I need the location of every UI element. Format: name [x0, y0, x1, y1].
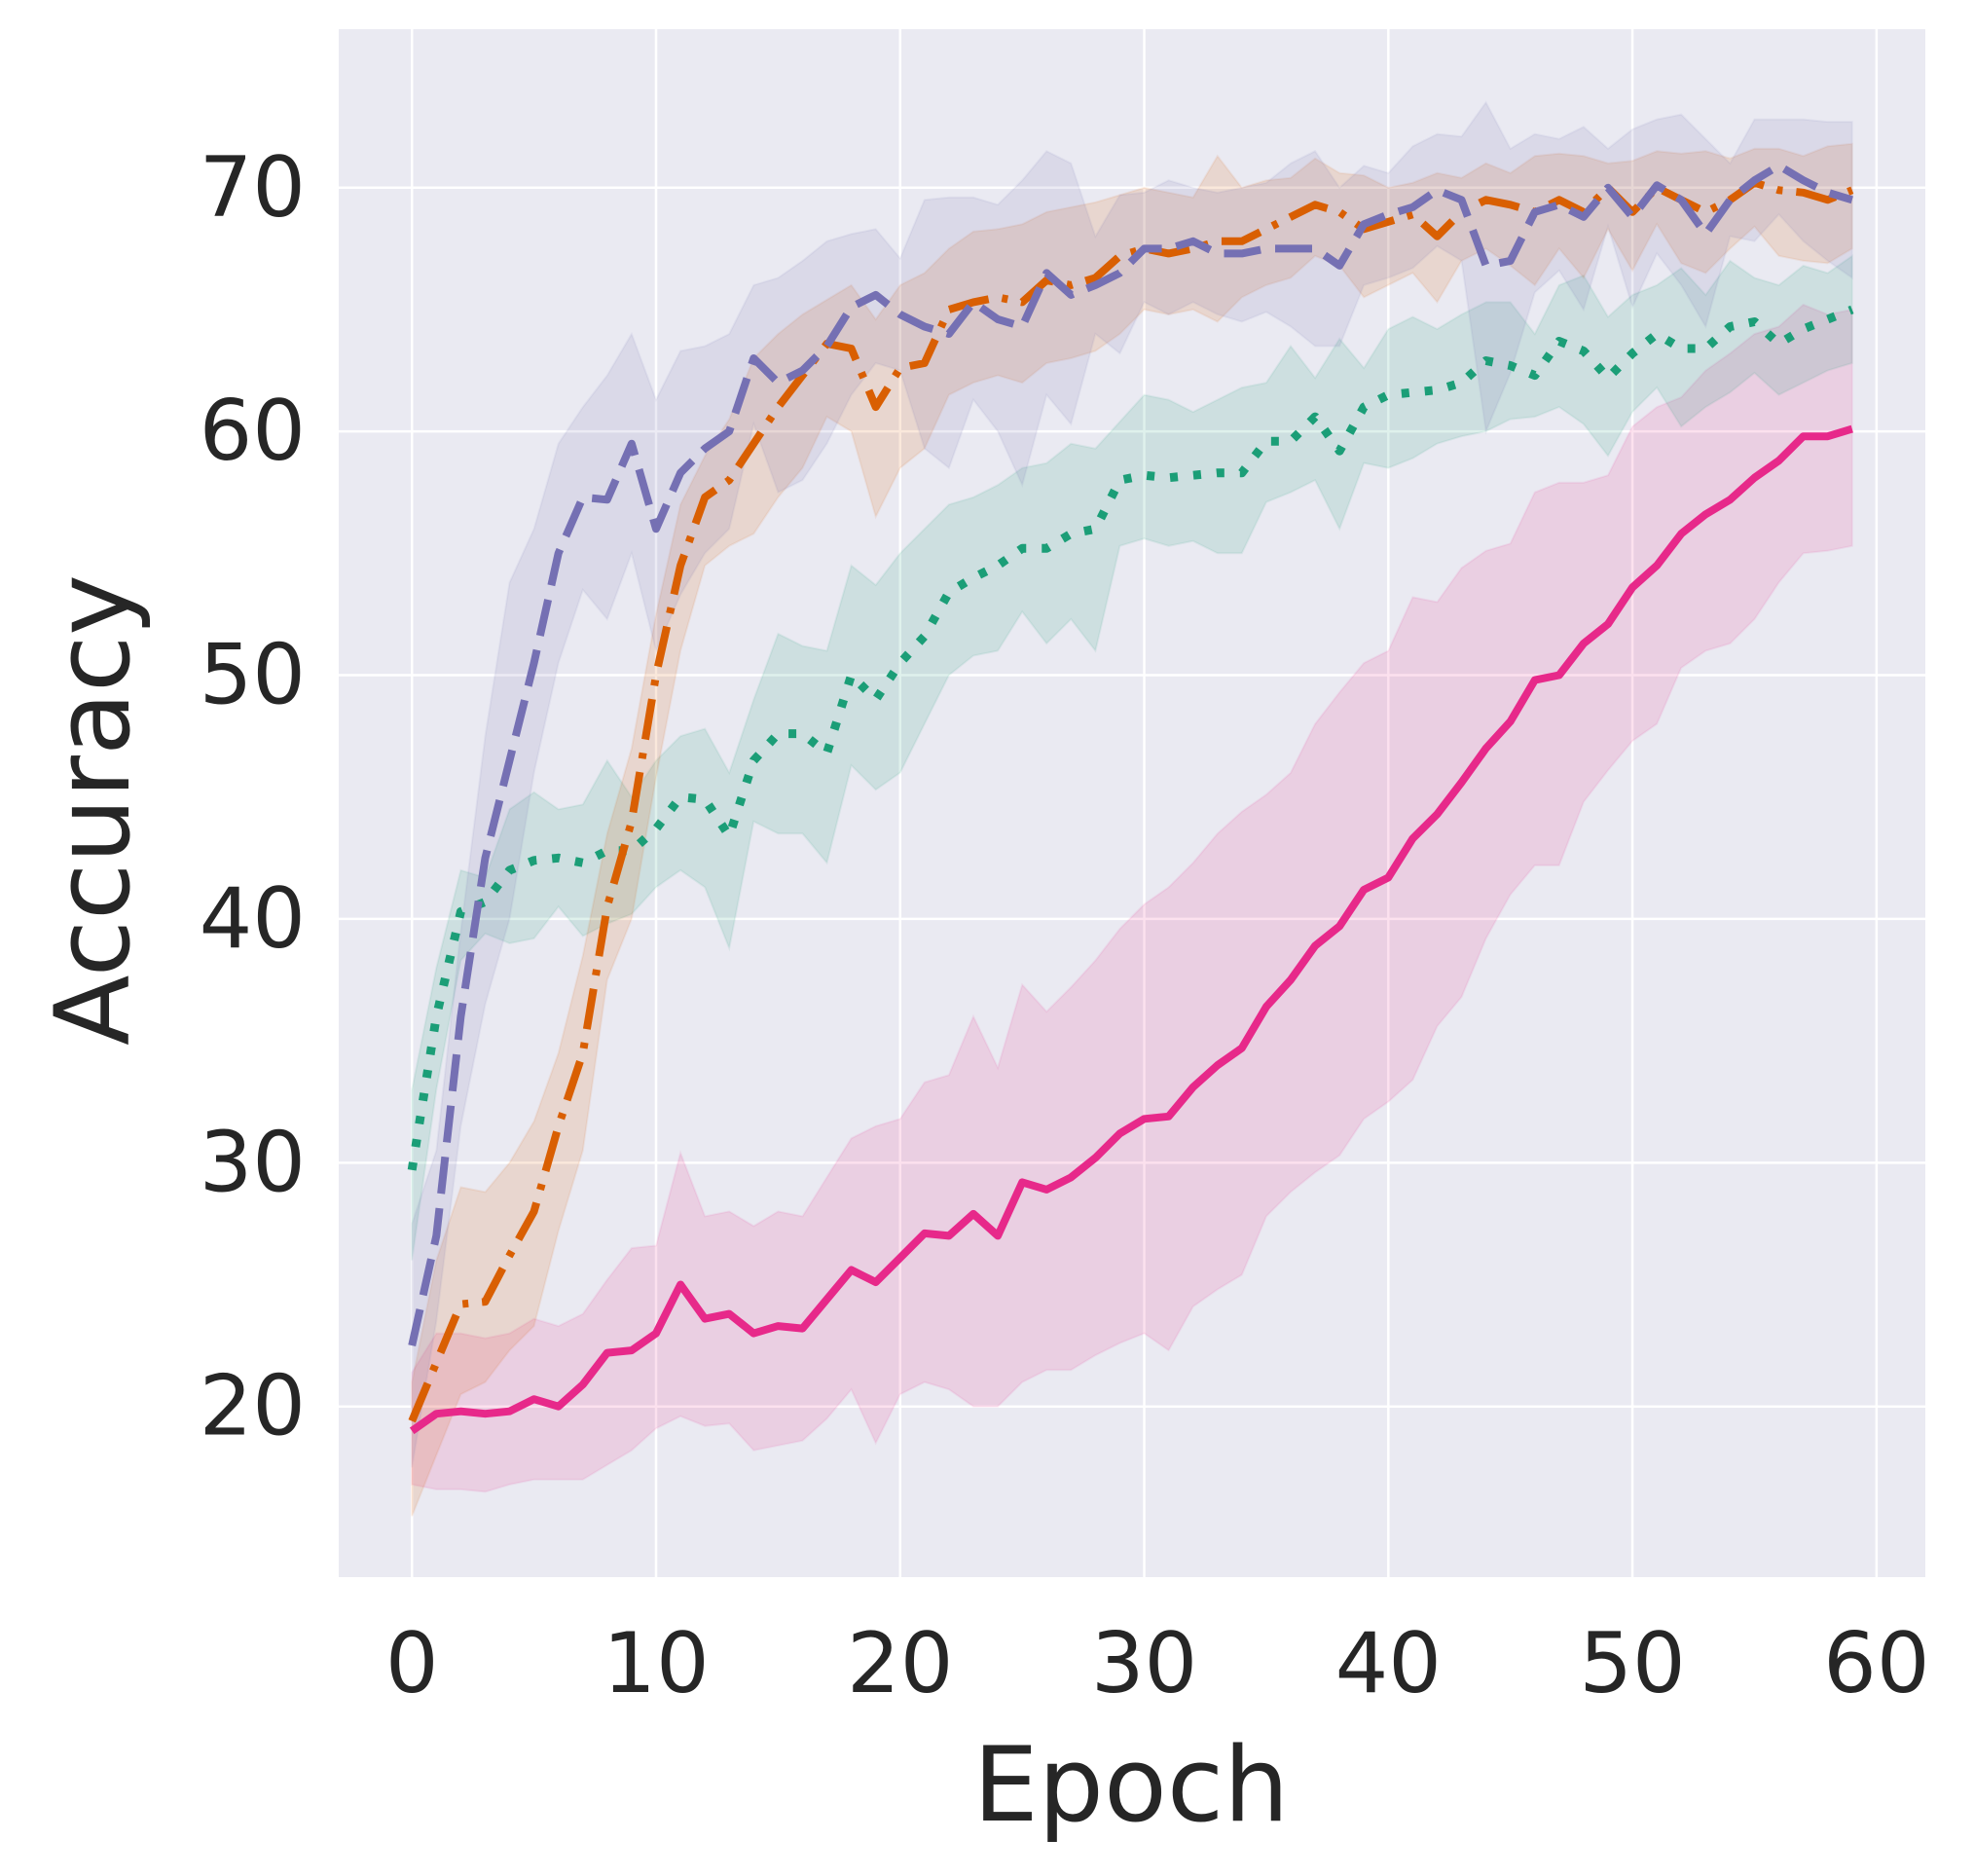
plot-area	[339, 29, 1925, 1577]
series-purple-dashed-band	[411, 100, 1853, 1468]
series-lines	[407, 162, 1854, 1435]
y-tick-label: 20	[200, 1358, 306, 1455]
y-tick-label: 60	[200, 383, 306, 480]
y-axis-label: Accuracy	[33, 574, 153, 1046]
confidence-bands	[411, 100, 1853, 1517]
y-tick-label: 50	[200, 627, 306, 724]
tick-labels: 0 10 20 30 40 50 60 20 30 40 50 60 70	[200, 139, 1930, 1712]
series-green-dotted-band	[411, 253, 1853, 1261]
x-tick-label: 50	[1579, 1615, 1685, 1712]
x-tick-label: 60	[1823, 1615, 1929, 1712]
x-tick-label: 40	[1335, 1615, 1442, 1712]
x-tick-label: 30	[1091, 1615, 1197, 1712]
x-tick-label: 0	[385, 1615, 439, 1712]
x-tick-label: 20	[847, 1615, 953, 1712]
x-axis-label: Epoch	[973, 1725, 1290, 1845]
series-pink-solid-band	[411, 303, 1853, 1493]
series-orange-dashdot-band	[411, 142, 1853, 1517]
grid-lines	[339, 29, 1925, 1577]
x-tick-label: 10	[603, 1615, 709, 1712]
y-tick-label: 30	[200, 1114, 306, 1211]
y-tick-label: 40	[200, 870, 306, 968]
series-pink-solid-line	[409, 424, 1853, 1435]
y-tick-label: 70	[200, 139, 306, 237]
series-purple-dashed-line	[408, 162, 1853, 1346]
